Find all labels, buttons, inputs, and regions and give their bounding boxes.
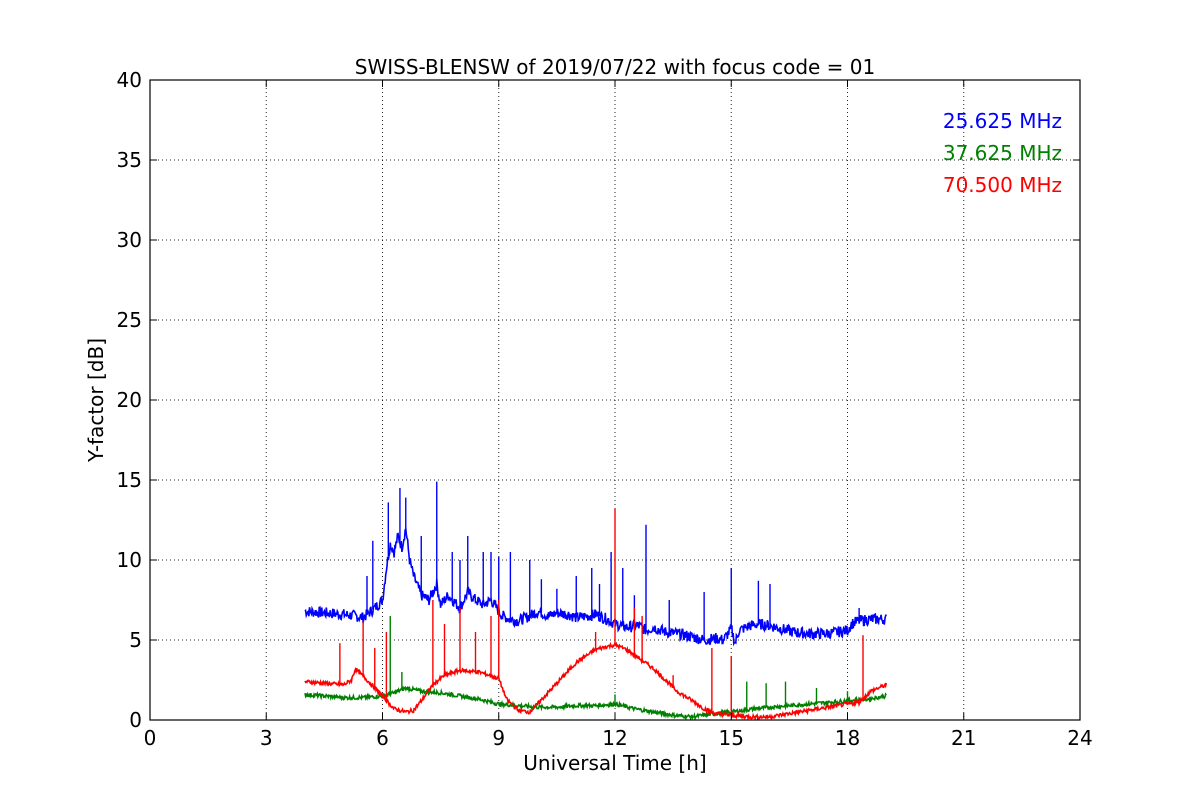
x-tick-label: 3	[260, 726, 273, 750]
legend-entry: 70.500 MHz	[943, 173, 1062, 197]
x-tick-label: 15	[719, 726, 744, 750]
x-tick-label: 0	[144, 726, 157, 750]
ticks-layer: 0 3 6 9 12 15 18 21 24 0 5 10 15 20 25 30 35 40	[117, 68, 1093, 750]
y-tick-label: 40	[117, 68, 142, 92]
x-tick-label: 21	[951, 726, 976, 750]
series-37-625-mhz	[304, 616, 887, 721]
legend: 25.625 MHz 37.625 MHz 70.500 MHz	[943, 109, 1062, 197]
series-70-500-mhz	[304, 508, 888, 722]
y-tick-label: 30	[117, 228, 142, 252]
x-tick-label: 18	[835, 726, 860, 750]
legend-entry: 25.625 MHz	[943, 109, 1062, 133]
x-tick-label: 12	[602, 726, 627, 750]
series-25-625-mhz	[304, 481, 887, 647]
series-line	[304, 525, 887, 647]
x-tick-label: 6	[376, 726, 389, 750]
plot-layer	[304, 481, 888, 722]
y-tick-label: 25	[117, 308, 142, 332]
x-axis-label: Universal Time [h]	[523, 751, 706, 775]
y-axis-label: Y-factor [dB]	[84, 338, 108, 463]
chart-title: SWISS-BLENSW of 2019/07/22 with focus co…	[355, 55, 876, 79]
y-tick-label: 10	[117, 548, 142, 572]
x-tick-label: 9	[492, 726, 505, 750]
legend-entry: 37.625 MHz	[943, 141, 1062, 165]
y-tick-label: 20	[117, 388, 142, 412]
y-tick-label: 35	[117, 148, 142, 172]
y-tick-label: 0	[129, 708, 142, 732]
y-tick-label: 5	[129, 628, 142, 652]
x-tick-label: 24	[1067, 726, 1092, 750]
y-tick-label: 15	[117, 468, 142, 492]
